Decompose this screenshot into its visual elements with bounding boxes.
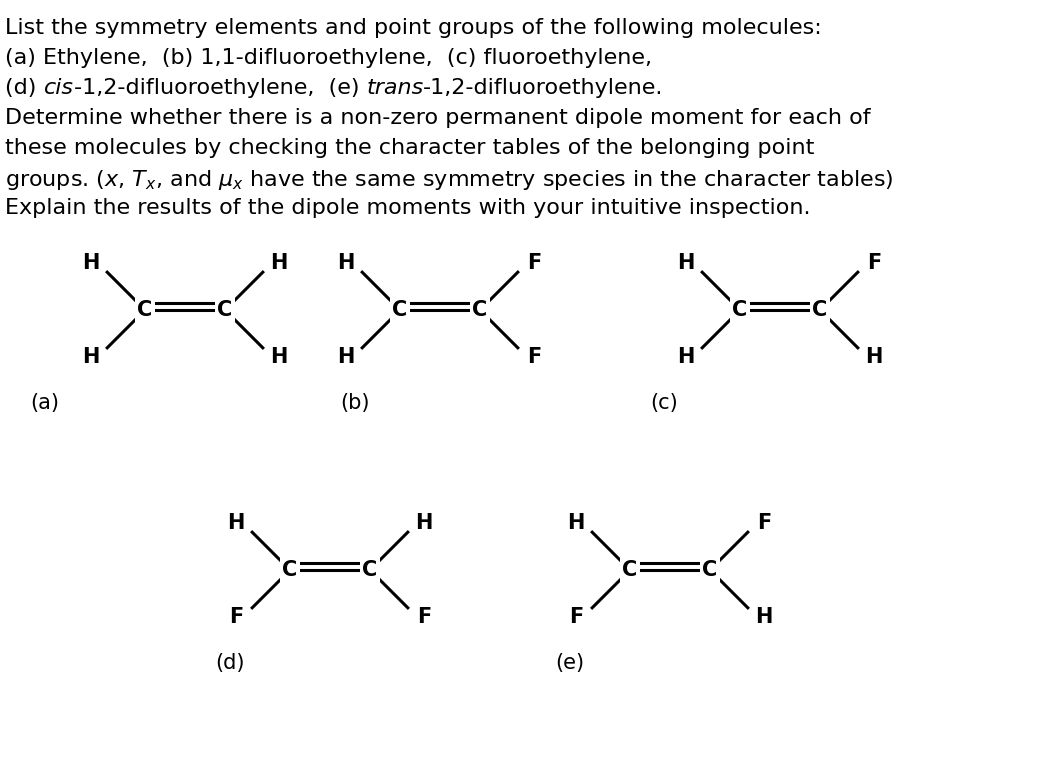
Text: H: H [83,347,100,367]
Text: (a) Ethylene,  (b) 1,1-difluoroethylene,  (c) fluoroethylene,: (a) Ethylene, (b) 1,1-difluoroethylene, … [5,48,653,68]
Text: C: C [813,300,828,320]
Text: H: H [568,513,585,533]
Text: C: C [137,300,153,320]
Text: H: H [677,347,695,367]
Text: C: C [623,560,638,580]
Text: (c): (c) [650,393,678,413]
Text: C: C [393,300,407,320]
Text: C: C [282,560,298,580]
Text: Explain the results of the dipole moments with your intuitive inspection.: Explain the results of the dipole moment… [5,198,811,218]
Text: F: F [756,513,771,533]
Text: (d): (d) [215,653,244,673]
Text: these molecules by checking the character tables of the belonging point: these molecules by checking the characte… [5,138,815,158]
Text: C: C [218,300,232,320]
Text: -1,2-difluoroethylene.: -1,2-difluoroethylene. [423,78,664,98]
Text: H: H [337,253,354,273]
Text: H: H [271,253,288,273]
Text: C: C [472,300,488,320]
Text: (d): (d) [5,78,44,98]
Text: H: H [83,253,100,273]
Text: groups. ($x$, $T_x$, and $\mu_x$ have the same symmetry species in the character: groups. ($x$, $T_x$, and $\mu_x$ have th… [5,168,893,192]
Text: List the symmetry elements and point groups of the following molecules:: List the symmetry elements and point gro… [5,18,822,38]
Text: H: H [271,347,288,367]
Text: F: F [526,347,541,367]
Text: H: H [677,253,695,273]
Text: H: H [865,347,883,367]
Text: C: C [732,300,748,320]
Text: (e): (e) [555,653,585,673]
Text: -1,2-difluoroethylene,  (e): -1,2-difluoroethylene, (e) [73,78,366,98]
Text: F: F [417,607,431,627]
Text: F: F [569,607,584,627]
Text: H: H [415,513,433,533]
Text: C: C [363,560,378,580]
Text: C: C [702,560,717,580]
Text: H: H [227,513,245,533]
Text: H: H [337,347,354,367]
Text: F: F [867,253,881,273]
Text: (a): (a) [30,393,59,413]
Text: H: H [755,607,772,627]
Text: F: F [229,607,243,627]
Text: Determine whether there is a non-zero permanent dipole moment for each of: Determine whether there is a non-zero pe… [5,108,871,128]
Text: (b): (b) [340,393,369,413]
Text: trans: trans [366,78,423,98]
Text: F: F [526,253,541,273]
Text: cis: cis [44,78,73,98]
